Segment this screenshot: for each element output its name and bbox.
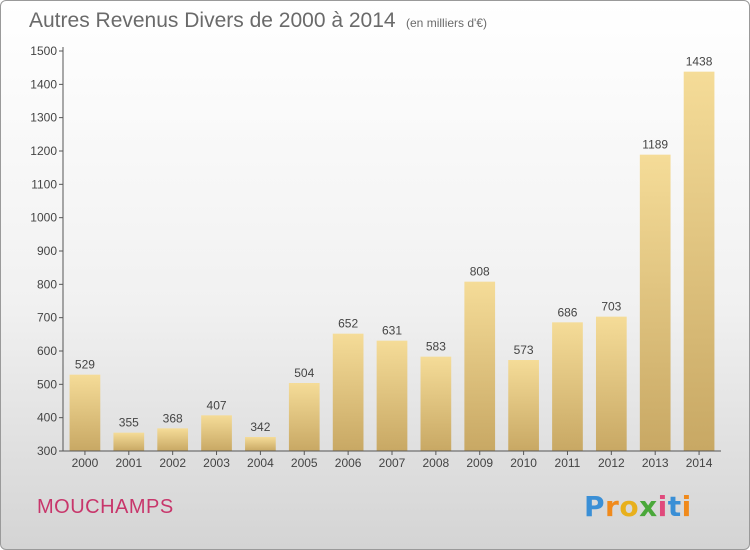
x-tick-label: 2008 <box>423 456 450 470</box>
x-tick-label: 2000 <box>72 456 99 470</box>
bar-2009 <box>464 281 496 451</box>
chart-title: Autres Revenus Divers de 2000 à 2014 <box>29 9 396 32</box>
x-tick-label: 2006 <box>335 456 362 470</box>
x-tick-label: 2011 <box>555 456 581 470</box>
logo-letter: i <box>657 490 668 523</box>
logo-letter: r <box>605 490 620 523</box>
chart-unit: (en milliers d'€) <box>406 16 487 30</box>
bar-value-label: 808 <box>470 265 490 279</box>
bar-2006 <box>332 333 364 451</box>
y-tick-label: 500 <box>37 377 57 391</box>
x-tick-label: 2003 <box>203 456 230 470</box>
x-tick-label: 2013 <box>642 456 669 470</box>
bar-value-label: 355 <box>119 416 139 430</box>
y-tick-label: 700 <box>37 311 57 325</box>
y-tick-label: 600 <box>37 344 57 358</box>
x-tick-label: 2012 <box>598 456 625 470</box>
bar-value-label: 703 <box>601 300 621 314</box>
bar-value-label: 529 <box>75 358 95 372</box>
y-tick-label: 1500 <box>30 44 57 58</box>
x-tick-label: 2007 <box>379 456 406 470</box>
y-tick-label: 900 <box>37 244 57 258</box>
x-tick-label: 2014 <box>686 456 713 470</box>
y-tick-label: 1100 <box>31 177 57 191</box>
y-axis: 300 400 500 600 700 800 900 1000 1100 1200 1300 140… <box>30 44 64 458</box>
bar-2004 <box>245 437 276 451</box>
logo-letter: i <box>681 490 692 523</box>
bar-2002 <box>157 428 189 451</box>
bar-2000 <box>69 374 101 451</box>
bar-value-label: 1438 <box>686 55 713 69</box>
commune-name: MOUCHAMPS <box>37 496 174 518</box>
bar-value-label: 1189 <box>642 138 668 152</box>
y-tick-label: 1300 <box>30 111 57 125</box>
y-tick-label: 1000 <box>30 211 57 225</box>
x-tick-label: 2001 <box>115 456 142 470</box>
logo-letter: P <box>584 490 606 523</box>
bar-value-label: 573 <box>514 343 534 357</box>
bar-value-label: 631 <box>382 324 402 338</box>
x-tick-label: 2004 <box>247 456 274 470</box>
logo-letter: x <box>639 490 658 523</box>
bar-value-label: 342 <box>250 420 270 434</box>
bar-2005 <box>288 383 320 451</box>
logo-letter: o <box>619 490 640 523</box>
bar-value-label: 686 <box>557 305 577 319</box>
x-tick-label: 2002 <box>159 456 186 470</box>
x-tick-label: 2010 <box>510 456 537 470</box>
bar-2008 <box>420 356 452 451</box>
chart-title-block: Autres Revenus Divers de 2000 à 2014 (en… <box>29 9 487 33</box>
bar-2012 <box>595 316 627 451</box>
bar-2014 <box>683 71 715 452</box>
y-tick-label: 300 <box>37 444 57 458</box>
bar-2010 <box>508 360 539 451</box>
bar-value-label: 583 <box>426 340 446 354</box>
y-tick-label: 400 <box>37 411 57 425</box>
proxiti-logo[interactable]: Proxiti <box>584 490 692 523</box>
bar-2011 <box>552 322 583 451</box>
bars-group: 529 355 368 407 342 504 652 631 583 808 573 686 703 1… <box>69 55 715 452</box>
x-tick-label: 2009 <box>466 456 493 470</box>
bar-2003 <box>201 415 232 451</box>
bar-2013 <box>639 154 671 451</box>
bar-2007 <box>376 340 408 451</box>
y-tick-label: 1200 <box>30 144 57 158</box>
x-tick-label: 2005 <box>291 456 318 470</box>
bar-value-label: 407 <box>207 398 227 412</box>
bar-value-label: 652 <box>338 317 358 331</box>
bar-2001 <box>113 432 145 451</box>
y-tick-label: 800 <box>37 277 57 291</box>
bar-value-label: 368 <box>163 411 183 425</box>
x-axis: 2000 2001 2002 2003 2004 2005 2006 2007 2008 2009… <box>63 450 721 470</box>
y-tick-label: 1400 <box>30 77 57 91</box>
logo-letter: t <box>667 490 682 523</box>
bar-value-label: 504 <box>294 366 314 380</box>
